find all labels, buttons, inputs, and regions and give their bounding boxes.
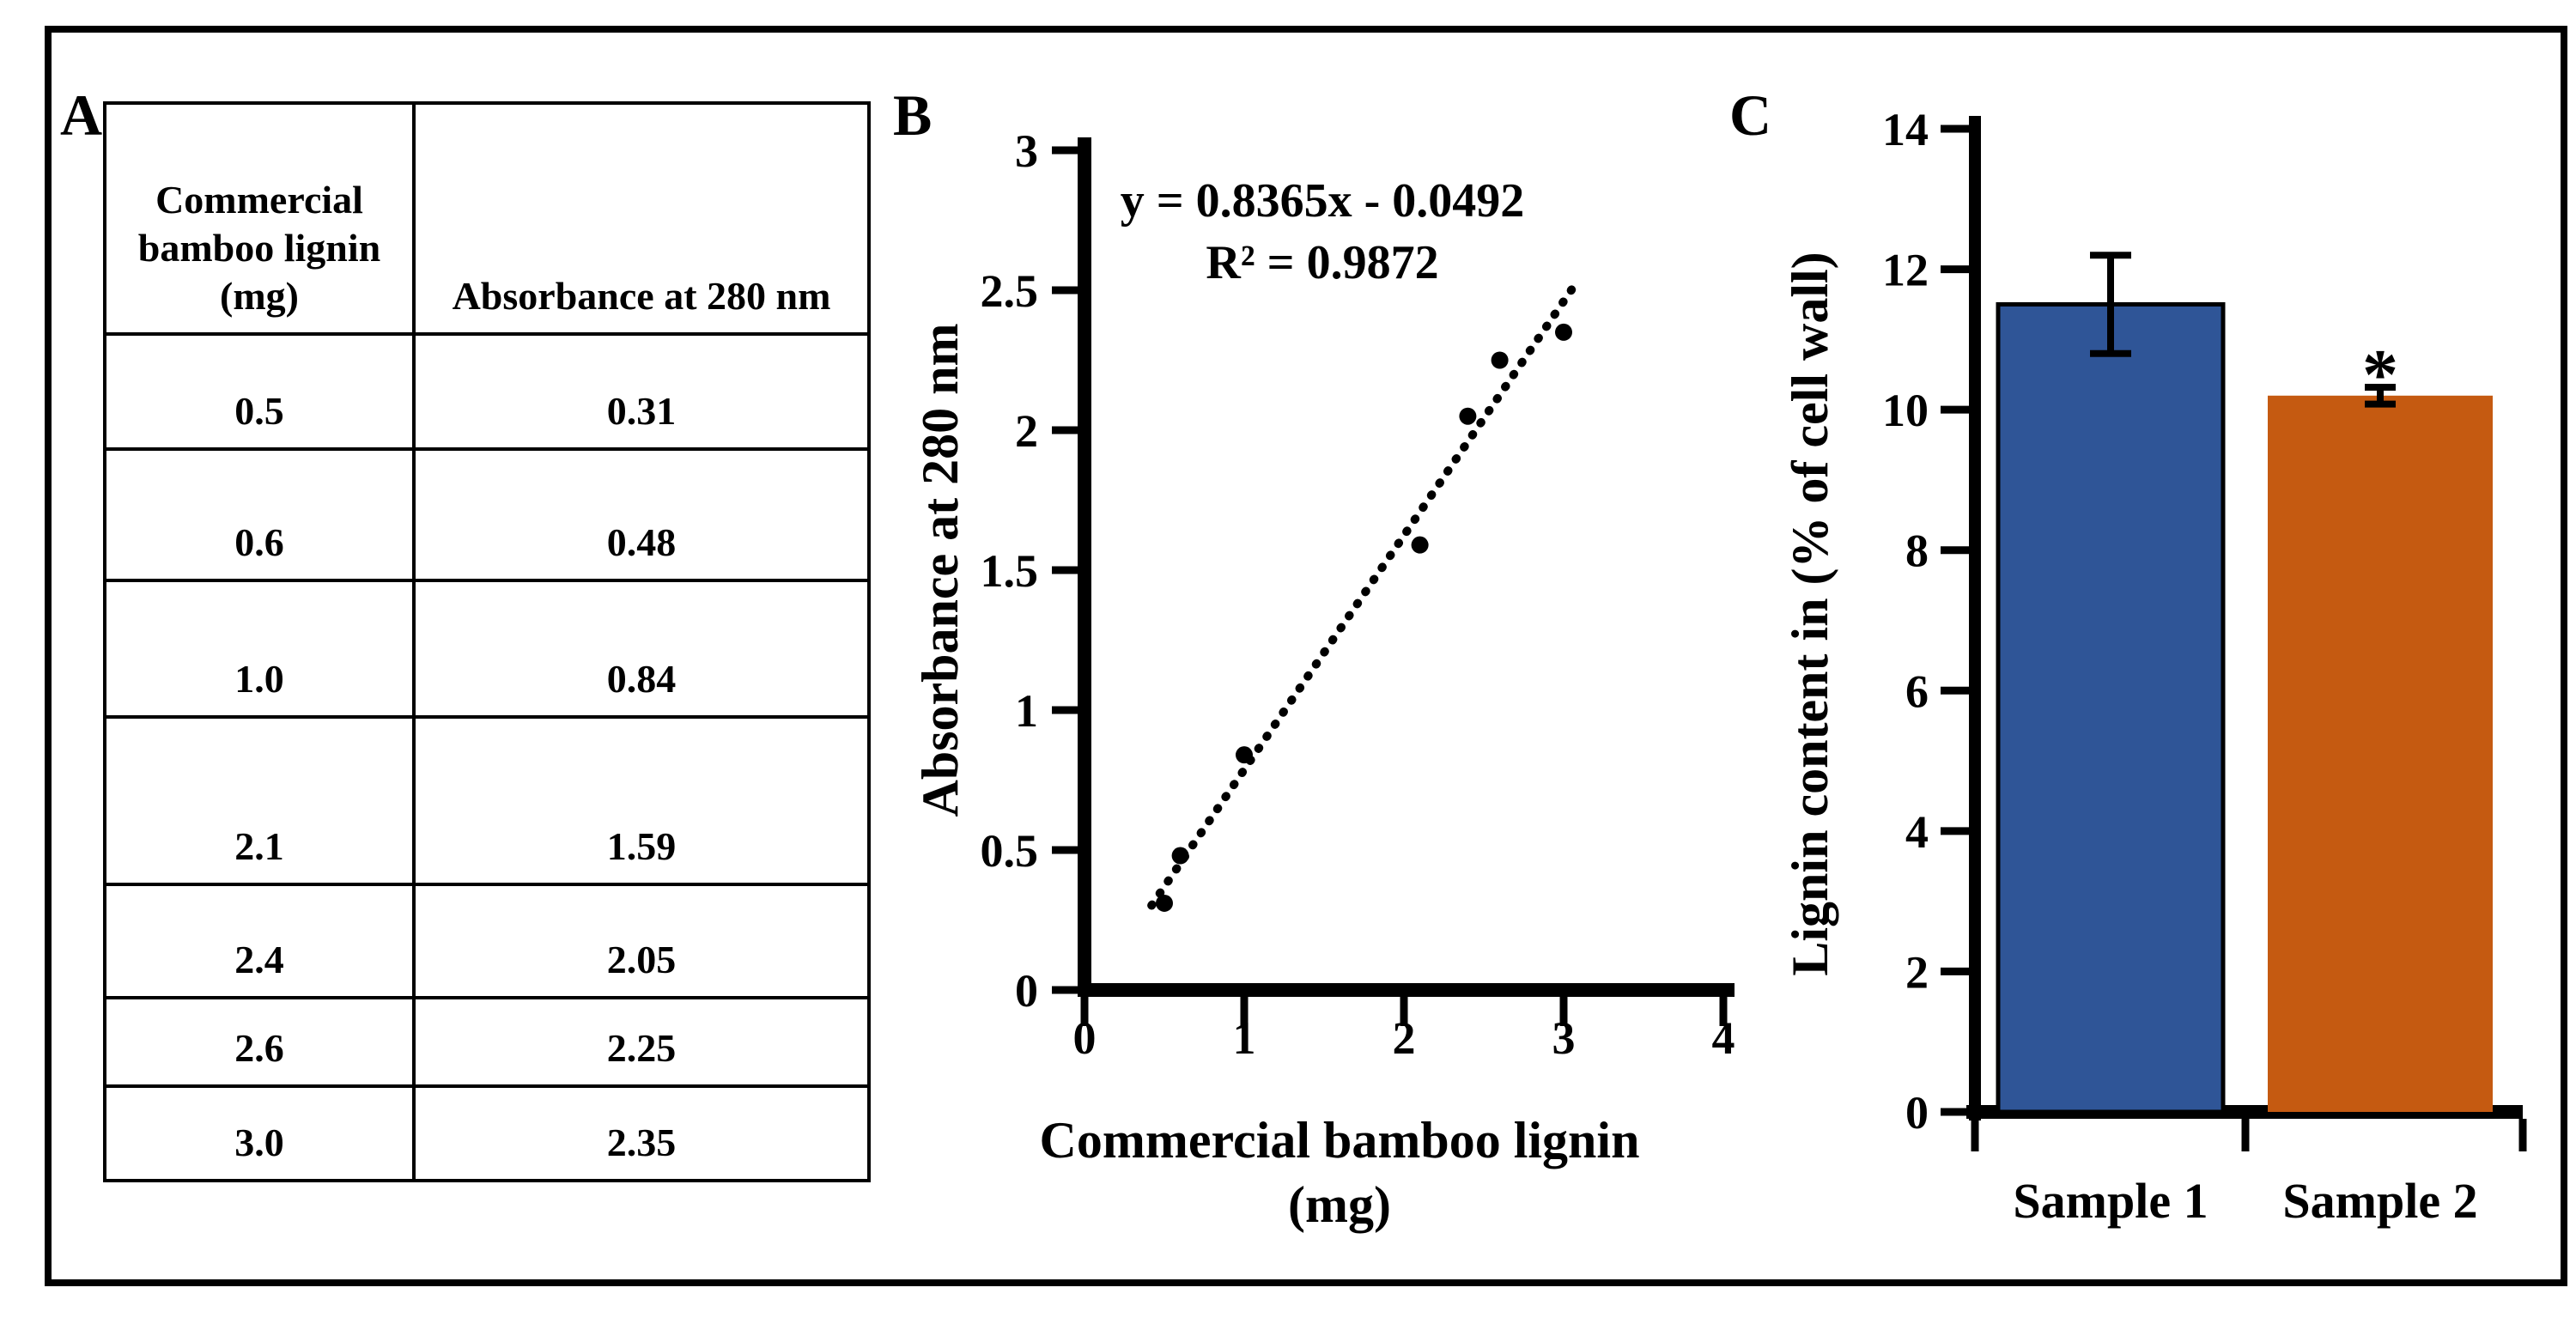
x-tick-label: 2 — [1393, 1012, 1416, 1064]
absorbance-cell: 2.05 — [412, 883, 871, 999]
y-tick-label: 0 — [1905, 1087, 1929, 1139]
y-tick-label: 2.5 — [981, 265, 1039, 317]
table-row: 0.5 0.31 — [103, 332, 871, 451]
table-row: 3.0 2.35 — [103, 1084, 871, 1182]
trendline-r-squared: R² = 0.9872 — [1206, 236, 1438, 289]
scatter-point — [1156, 894, 1173, 912]
x-tick-label: 0 — [1073, 1012, 1097, 1064]
header-line-3: (mg) — [220, 273, 299, 318]
panel-label-c: C — [1729, 82, 1772, 148]
panel-label-b: B — [893, 82, 933, 148]
scatter-point — [1491, 351, 1509, 369]
scatter-plot: 0 0.5 1 1.5 2 2.5 3 0 1 2 3 4 y = 0.8365x - 0.0492 R²… — [912, 125, 1735, 1233]
table-row: 2.4 2.05 — [103, 883, 871, 999]
y-tick-label: 8 — [1905, 525, 1929, 577]
y-axis-title: Lignin content in (% of cell wall) — [1782, 252, 1838, 975]
bar-sample-2 — [2268, 395, 2493, 1112]
y-tick-label: 2 — [1905, 946, 1929, 998]
absorbance-cell: 0.31 — [412, 332, 871, 451]
panel-label-a: A — [60, 82, 103, 148]
trendline — [1147, 282, 1578, 910]
absorbance-cell: 2.35 — [412, 1084, 871, 1182]
header-line-1: Commercial — [155, 177, 363, 222]
x-tick-label: 3 — [1552, 1012, 1576, 1064]
scatter-point — [1555, 323, 1572, 341]
lignin-mg-cell: 0.5 — [103, 332, 416, 451]
y-tick-label: 10 — [1882, 385, 1929, 436]
absorbance-cell: 1.59 — [412, 715, 871, 886]
lignin-mg-cell: 2.1 — [103, 715, 416, 886]
header-line-2: bamboo lignin — [137, 225, 381, 270]
x-tick-label: 4 — [1712, 1012, 1735, 1064]
lignin-mg-cell: 3.0 — [103, 1084, 416, 1182]
y-tick-label: 12 — [1882, 245, 1929, 296]
x-axis-title-line2: (mg) — [1288, 1176, 1391, 1233]
table-row: 2.6 2.25 — [103, 996, 871, 1088]
significance-asterisk: * — [2362, 335, 2398, 415]
scatter-point — [1459, 407, 1477, 425]
y-tick-label: 1 — [1015, 685, 1038, 737]
y-tick-label: 3 — [1015, 125, 1038, 177]
calibration-table: Commercial bamboo lignin (mg) Absorbance… — [103, 101, 871, 1182]
lignin-mg-cell: 0.6 — [103, 447, 416, 582]
table-header-absorbance: Absorbance at 280 nm — [412, 101, 871, 336]
x-tick-label: 1 — [1233, 1012, 1256, 1064]
bar-chart: 0 2 4 6 8 10 12 14 Sample 1 * Sample 2 Lignin conte… — [1782, 104, 2527, 1229]
category-label: Sample 2 — [2282, 1173, 2477, 1229]
y-tick-label: 0.5 — [981, 825, 1039, 877]
table-row: 2.1 1.59 — [103, 715, 871, 886]
scatter-point — [1411, 536, 1429, 554]
table-row: 0.6 0.48 — [103, 447, 871, 582]
table-row: 1.0 0.84 — [103, 579, 871, 719]
lignin-mg-cell: 2.6 — [103, 996, 416, 1088]
x-axis-title: Commercial bamboo lignin — [1040, 1112, 1640, 1169]
table-header-lignin: Commercial bamboo lignin (mg) — [103, 101, 416, 336]
trendline-equation: y = 0.8365x - 0.0492 — [1121, 174, 1525, 228]
y-tick-label: 4 — [1905, 806, 1929, 858]
lignin-mg-cell: 2.4 — [103, 883, 416, 999]
absorbance-cell: 2.25 — [412, 996, 871, 1088]
lignin-mg-cell: 1.0 — [103, 579, 416, 719]
absorbance-cell: 0.48 — [412, 447, 871, 582]
absorbance-cell: 0.84 — [412, 579, 871, 719]
y-tick-label: 6 — [1905, 665, 1929, 717]
y-axis-title: Absorbance at 280 nm — [912, 323, 969, 817]
figure-border — [45, 26, 2567, 1286]
y-tick-label: 1.5 — [981, 545, 1039, 597]
y-tick-label: 2 — [1015, 405, 1038, 457]
scatter-point — [1171, 847, 1189, 865]
y-tick-label: 0 — [1015, 965, 1038, 1017]
category-label: Sample 1 — [2013, 1173, 2208, 1229]
bar-sample-1 — [1996, 301, 2226, 1114]
y-tick-label: 14 — [1882, 104, 1929, 155]
table-header-row: Commercial bamboo lignin (mg) Absorbance… — [103, 101, 871, 336]
scatter-point — [1236, 746, 1253, 764]
